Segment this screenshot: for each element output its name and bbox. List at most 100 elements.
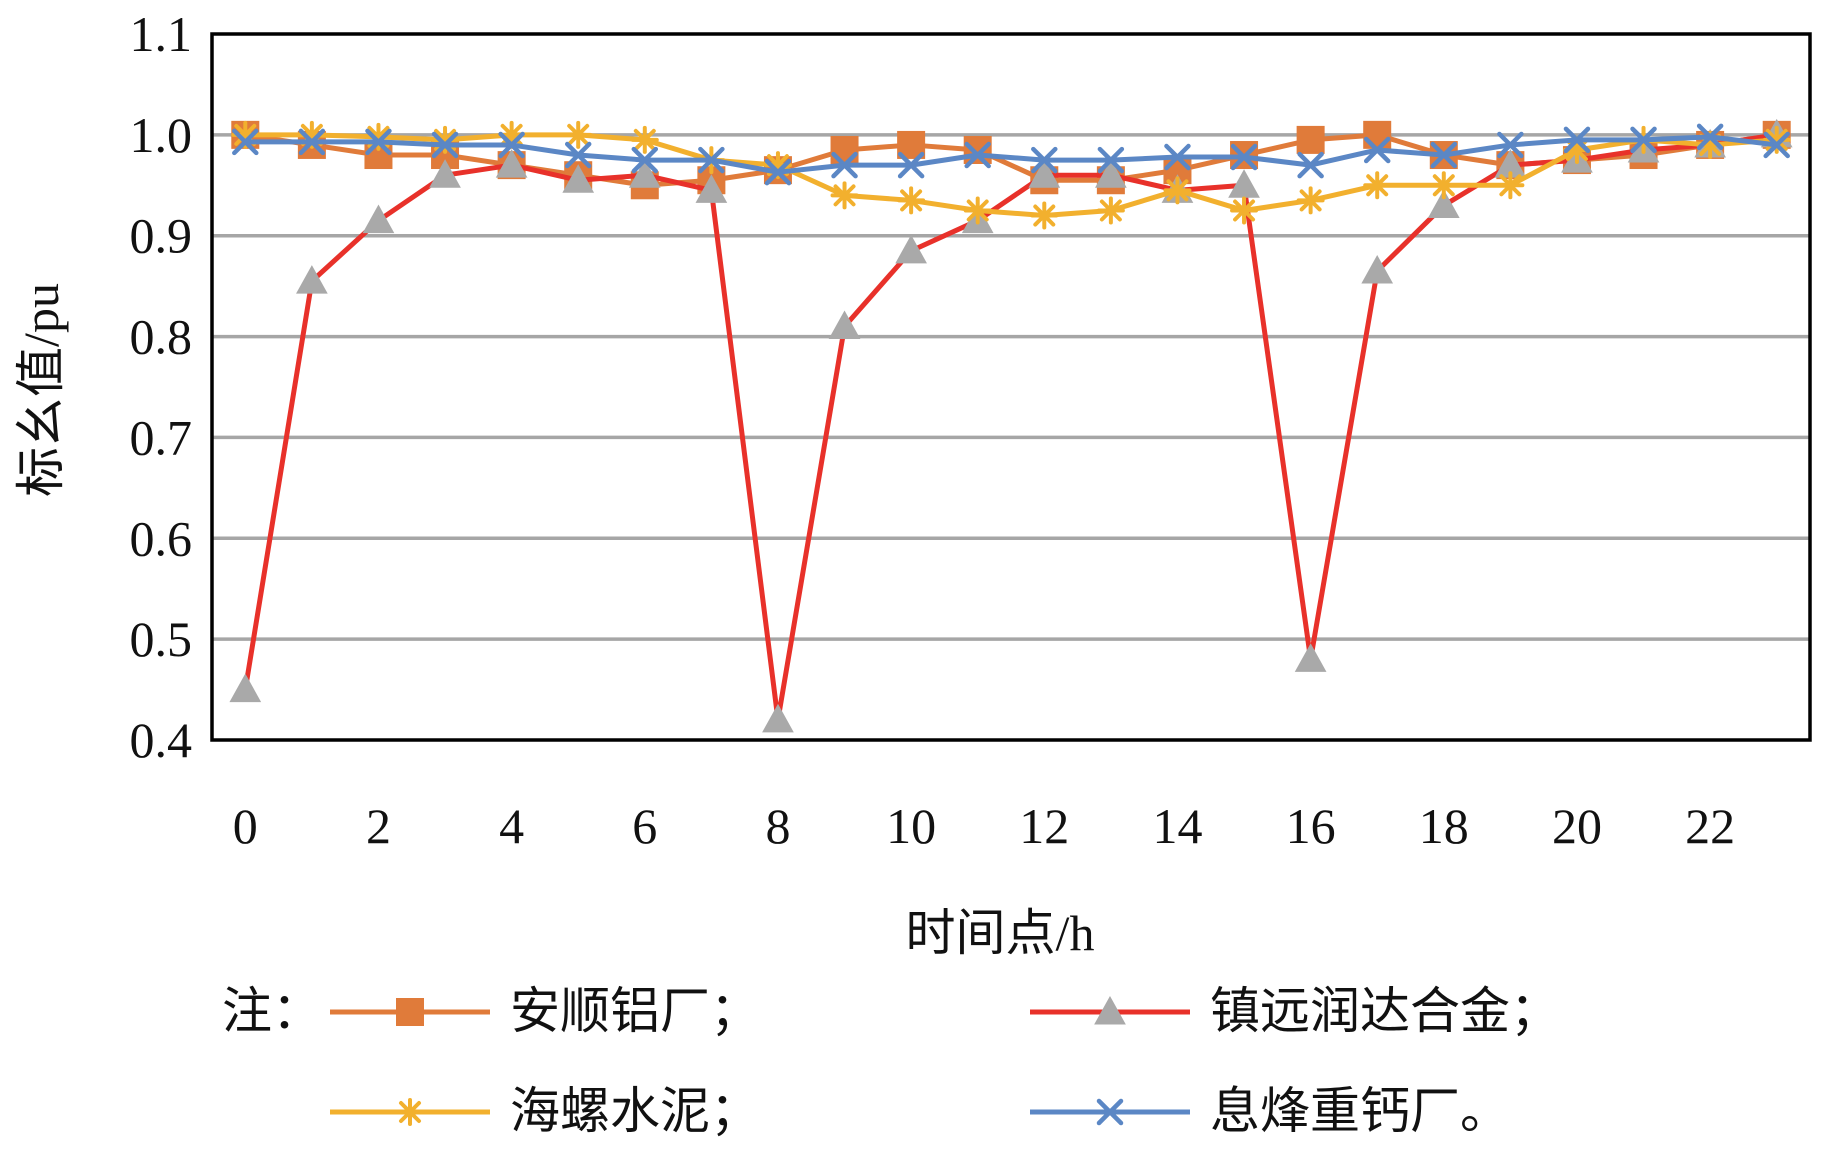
series-3-point <box>830 181 859 210</box>
series-4-point <box>1363 136 1391 164</box>
series-3-point <box>1363 171 1392 200</box>
x-tick-label: 22 <box>1685 798 1735 854</box>
y-tick-label: 1.1 <box>130 6 193 62</box>
legend-item-2: 镇远润达合金； <box>1030 983 1560 1039</box>
x-tick-label: 12 <box>1019 798 1069 854</box>
series-2-point <box>296 265 328 294</box>
series-4-point <box>1563 126 1591 154</box>
series-3 <box>231 120 1791 230</box>
legend-label: 镇远润达合金； <box>1210 983 1560 1039</box>
series-4-point <box>1031 146 1058 174</box>
series-3-point <box>1296 186 1325 215</box>
series-3-point <box>1496 171 1525 200</box>
y-tick-label: 0.5 <box>130 611 193 667</box>
legend-swatch-marker <box>1096 1098 1124 1126</box>
series-1-point <box>1296 125 1325 154</box>
x-tick-label: 2 <box>366 798 391 854</box>
series-3-point <box>1096 196 1125 225</box>
series-2-point <box>1294 643 1327 672</box>
legend-item-4: 息烽重钙厂。 <box>1030 1083 1510 1139</box>
series-3-point <box>1163 176 1192 205</box>
x-tick-label: 20 <box>1552 798 1602 854</box>
x-tick-label: 16 <box>1286 798 1336 854</box>
series-3-point <box>1230 196 1259 225</box>
series-4-point <box>897 151 925 179</box>
series-3-point <box>564 120 593 149</box>
series-4-point <box>1297 151 1324 179</box>
series-4-point <box>1164 143 1191 171</box>
series-4-point <box>764 158 792 186</box>
series-2-point <box>1361 254 1394 284</box>
series-4-line <box>245 134 1778 175</box>
series-2-point <box>562 164 595 193</box>
series-4-point <box>1097 146 1125 174</box>
series-4-point <box>964 141 991 169</box>
series-4-point <box>1630 126 1657 154</box>
series-3-point <box>963 196 992 225</box>
series-2-point <box>362 204 395 234</box>
series-4-point <box>1430 141 1458 169</box>
legend-item-1: 安顺铝厂； <box>330 983 760 1039</box>
legend-label: 海螺水泥； <box>510 1083 760 1139</box>
legend-swatch-marker <box>396 1098 424 1126</box>
series-4-point <box>365 128 392 156</box>
y-tick-label: 0.6 <box>130 510 193 566</box>
series-2-point <box>762 703 794 733</box>
legend-label: 息烽重钙厂。 <box>1210 1083 1510 1139</box>
series-4 <box>232 123 1790 186</box>
y-axis-title: 标幺值/pu <box>13 283 69 497</box>
series-3-point <box>1429 171 1458 200</box>
x-tick-label: 0 <box>233 798 258 854</box>
series-3-point <box>630 125 659 154</box>
series-4-point <box>1763 131 1790 159</box>
series-4-point <box>564 141 592 169</box>
series-4-point <box>498 131 525 159</box>
series-2-point <box>695 174 728 203</box>
series-3-point <box>364 122 393 151</box>
series-4-point <box>1497 131 1524 159</box>
x-tick-label: 6 <box>632 798 657 854</box>
y-tick-label: 0.9 <box>130 208 193 264</box>
series-2-point <box>1028 159 1061 188</box>
legend-swatch-marker <box>396 998 424 1026</box>
x-tick-label: 14 <box>1152 798 1202 854</box>
plot-area-frame <box>210 32 1812 742</box>
series-2-point <box>1095 159 1127 188</box>
series-2-point <box>895 234 927 264</box>
x-axis-title: 时间点/h <box>906 905 1095 961</box>
series-4-point <box>298 128 326 156</box>
legend-label: 安顺铝厂； <box>510 983 760 1039</box>
series-4-point <box>1230 143 1258 171</box>
series-2-point <box>628 159 661 188</box>
legend-swatch-marker <box>1094 995 1126 1025</box>
y-tick-label: 1.0 <box>130 107 193 163</box>
legend-prefix: 注： <box>222 983 322 1039</box>
series-3-point <box>431 125 460 154</box>
series-2-point <box>828 310 861 339</box>
y-tick-label: 0.4 <box>130 712 193 768</box>
x-tick-label: 4 <box>499 798 524 854</box>
series-2-point <box>495 149 528 178</box>
series-1-point <box>963 135 992 164</box>
y-tick-label: 0.7 <box>130 409 193 465</box>
y-tick-label: 0.8 <box>130 309 193 365</box>
series-4-point <box>698 146 725 174</box>
x-tick-label: 10 <box>886 798 936 854</box>
series-4-point <box>831 151 858 179</box>
series-3-point <box>897 186 926 215</box>
series-4-point <box>1696 123 1724 151</box>
x-tick-label: 8 <box>765 798 790 854</box>
series-2-point <box>229 673 262 703</box>
legend: 注： 安顺铝厂； 镇远润达合金； 海螺水泥； 息烽重钙厂。 <box>222 983 1560 1139</box>
series-4-point <box>631 146 659 174</box>
series-3-point <box>1030 201 1059 230</box>
series-2-point <box>429 159 461 188</box>
x-tick-label: 18 <box>1419 798 1469 854</box>
legend-item-3: 海螺水泥； <box>330 1083 760 1139</box>
gridlines <box>212 133 1810 641</box>
series-4-point <box>431 131 459 159</box>
series-3-point <box>1762 125 1791 154</box>
series-2-line <box>242 132 1778 723</box>
